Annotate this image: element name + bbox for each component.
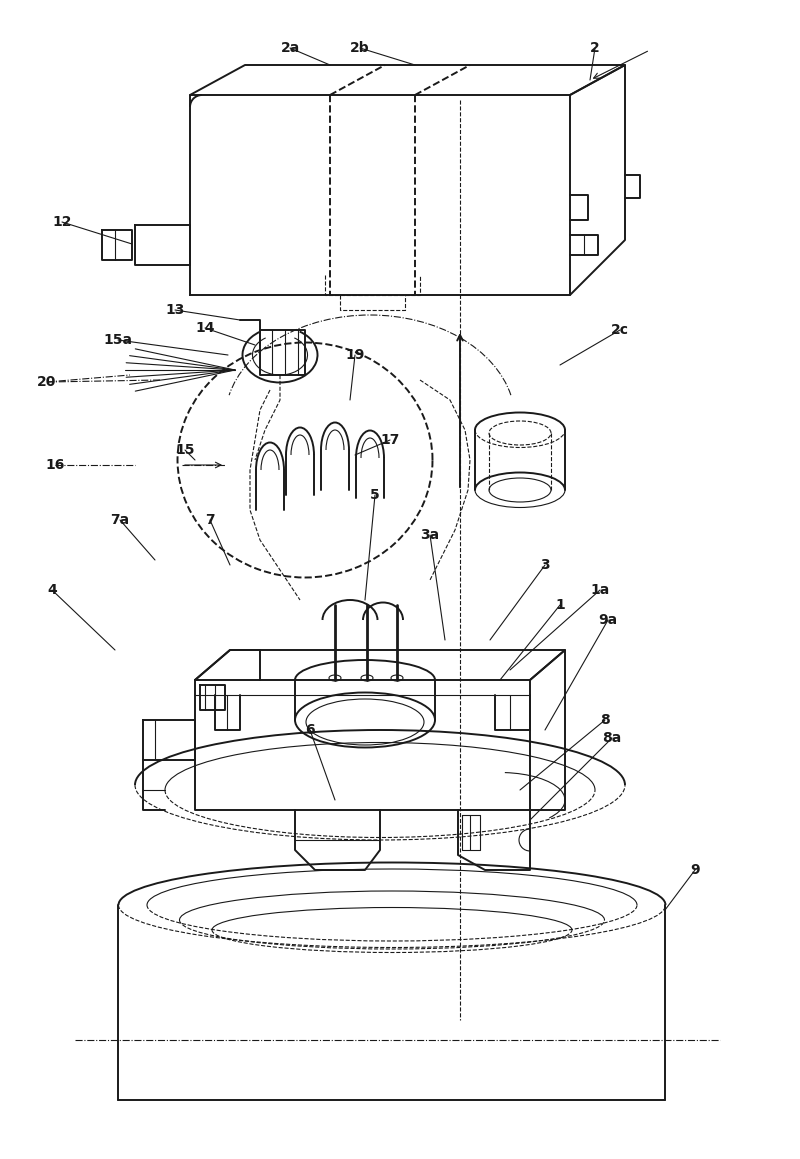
Text: 3: 3 xyxy=(540,557,550,573)
Text: 8: 8 xyxy=(600,713,610,727)
Text: 19: 19 xyxy=(346,348,365,362)
Text: 15: 15 xyxy=(175,443,194,457)
Text: 7a: 7a xyxy=(110,513,130,527)
Text: 14: 14 xyxy=(195,321,214,335)
Text: 9: 9 xyxy=(690,863,700,877)
Text: 6: 6 xyxy=(305,723,315,737)
Text: 2b: 2b xyxy=(350,41,370,54)
Text: 15a: 15a xyxy=(103,333,133,347)
Text: 16: 16 xyxy=(46,458,65,472)
Text: 5: 5 xyxy=(370,488,380,502)
Text: 7: 7 xyxy=(205,513,215,527)
Text: 1a: 1a xyxy=(590,583,610,597)
Text: 12: 12 xyxy=(52,216,72,229)
Text: 4: 4 xyxy=(47,583,57,597)
Text: 17: 17 xyxy=(380,433,400,447)
Text: 20: 20 xyxy=(38,376,57,389)
Text: 2: 2 xyxy=(590,41,600,54)
Text: 2a: 2a xyxy=(280,41,300,54)
Text: 9a: 9a xyxy=(598,613,618,627)
Text: 1: 1 xyxy=(555,598,565,612)
Text: 8a: 8a xyxy=(602,731,622,745)
Text: 13: 13 xyxy=(166,302,185,318)
Text: 2c: 2c xyxy=(611,323,629,337)
Text: 3a: 3a xyxy=(421,529,439,542)
